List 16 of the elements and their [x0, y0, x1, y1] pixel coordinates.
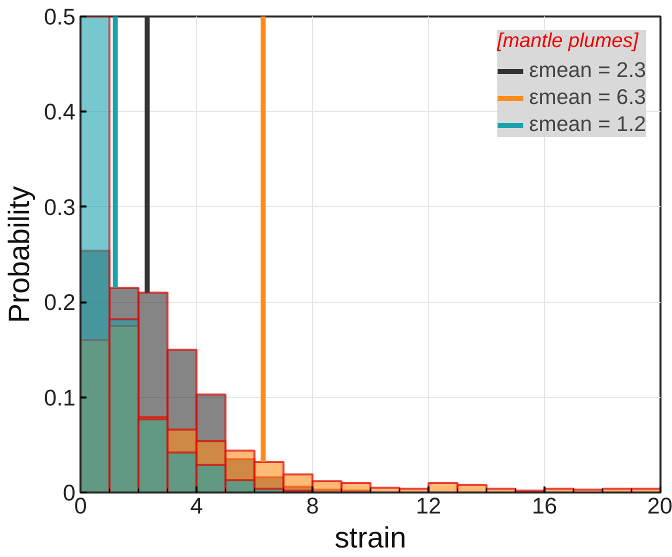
y-axis-title: Probability: [3, 186, 36, 323]
x-tick-label: 20: [647, 492, 672, 518]
y-tick-label: 0.2: [44, 289, 76, 316]
legend-label: εmean = 2.3: [529, 58, 646, 83]
legend-title: [mantle plumes]: [497, 30, 640, 53]
legend-label: εmean = 1.2: [529, 112, 646, 137]
x-tick-label: 4: [190, 492, 203, 518]
x-tick-label: 12: [416, 492, 442, 518]
x-tick-label: 16: [532, 492, 558, 518]
y-tick-label: 0.3: [44, 194, 76, 220]
x-tick-label: 8: [306, 492, 319, 518]
x-axis-title: strain: [334, 522, 406, 554]
legend-label: εmean = 6.3: [529, 85, 646, 110]
y-tick-label: 0.1: [44, 384, 76, 410]
y-tick-label: 0.4: [44, 98, 76, 125]
y-tick-label: 0.5: [44, 4, 76, 30]
